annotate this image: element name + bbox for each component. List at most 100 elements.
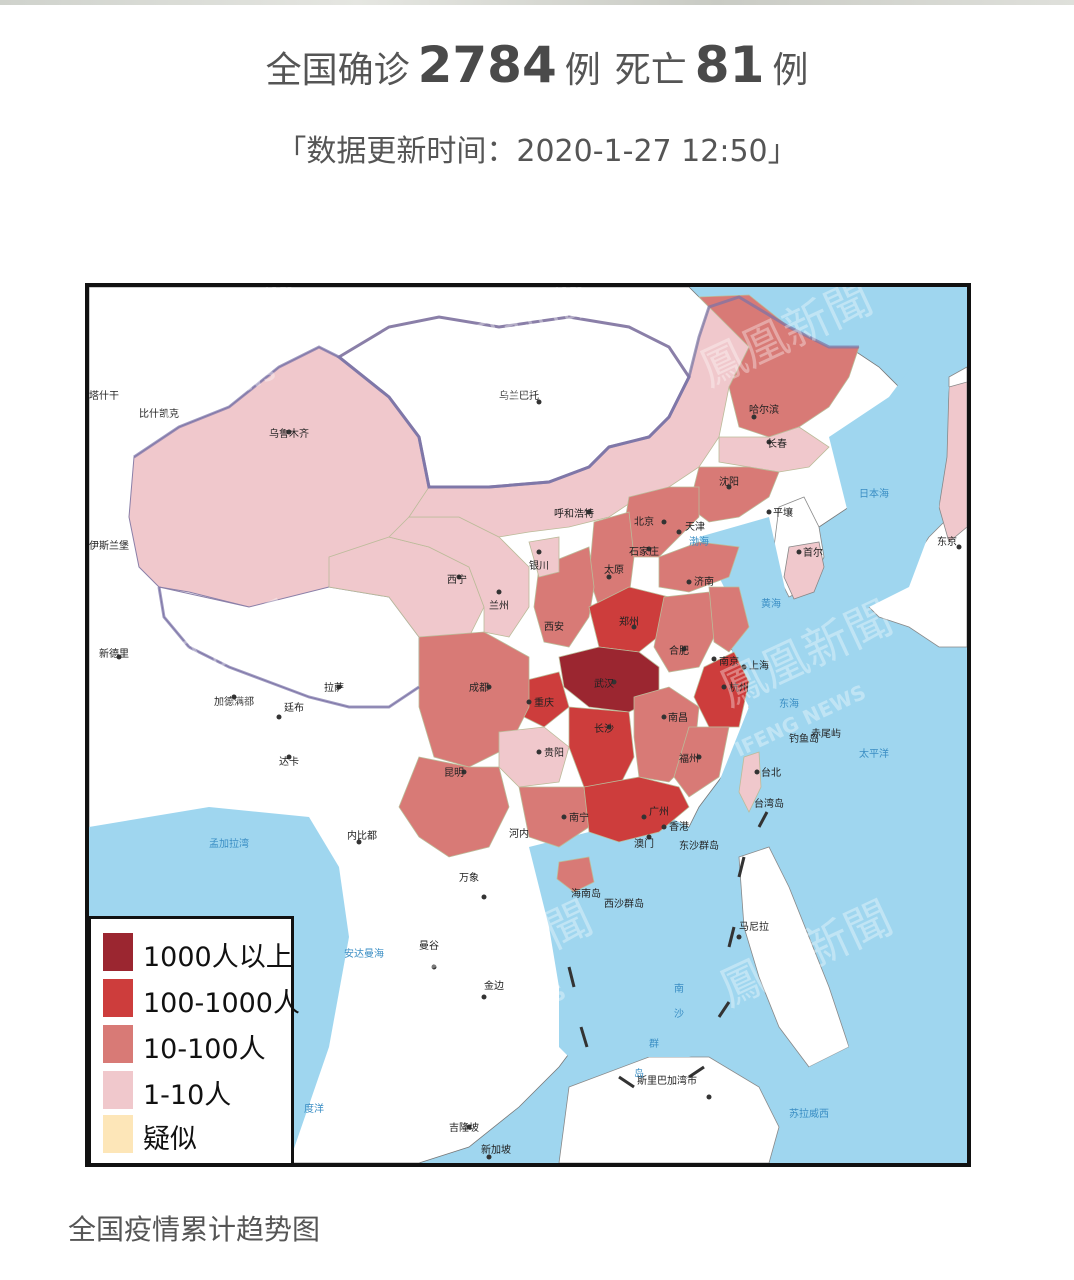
sea-label-east: 东海 (779, 697, 799, 710)
label-guiyang: 贵阳 (544, 746, 564, 759)
label-fuzhou: 福州 (679, 752, 699, 765)
label-islamabad: 伊斯兰堡 (89, 539, 129, 552)
label-tashkent: 塔什干 (89, 389, 119, 402)
label-jinan: 济南 (694, 575, 714, 588)
sea-label-yellow: 黄海 (761, 597, 781, 610)
label-macau: 澳门 (634, 837, 654, 850)
label-dongsha: 东沙群岛 (679, 839, 719, 852)
legend-swatch (103, 1025, 133, 1063)
label-diaoyu: 钓鱼岛 (789, 732, 819, 745)
province-jilin (718, 426, 830, 473)
headline: 全国确诊 2784 例死亡 81 例 (0, 36, 1074, 94)
sea-label-bohai: 渤海 (689, 535, 709, 548)
legend-label: 10-100人 (143, 1034, 266, 1065)
label-xining: 西宁 (447, 573, 467, 586)
province-anhui (653, 591, 720, 673)
label-hongkong: 香港 (669, 821, 689, 833)
legend-label: 1000人以上 (143, 942, 293, 973)
label-kuala-lumpur: 吉隆坡 (449, 1121, 479, 1134)
label-nanning: 南宁 (569, 811, 589, 824)
label-taiwan-island: 台湾岛 (754, 797, 784, 810)
label-phnom-penh: 金边 (484, 979, 504, 992)
label-thimphu: 廷布 (284, 702, 304, 714)
sea-label-south-4: 岛 (634, 1067, 644, 1080)
land-south-korea (783, 541, 825, 600)
legend-item: 10-100人 (99, 1025, 289, 1065)
label-dhaka: 达卡 (279, 755, 299, 768)
label-hainan-island: 海南岛 (571, 887, 601, 900)
label-guangzhou: 广州 (649, 806, 669, 818)
legend-item: 疑似 (99, 1115, 289, 1155)
sea-label-pacific: 太平洋 (859, 747, 889, 760)
label-hohhot: 呼和浩特 (554, 508, 594, 520)
label-tokyo: 东京 (937, 535, 957, 548)
label-changchun: 长春 (767, 438, 787, 450)
sea-label-india-ocean: 度洋 (304, 1102, 324, 1115)
province-guangxi (518, 786, 590, 848)
confirmed-count: 2784 (417, 36, 557, 94)
deaths-prefix: 死亡 (614, 50, 687, 91)
label-lhasa: 拉萨 (324, 681, 344, 694)
sea-label-south-3: 群 (649, 1037, 659, 1050)
legend-swatch (103, 933, 133, 971)
city-markers (116, 399, 962, 1160)
label-new-delhi: 新德里 (99, 647, 129, 660)
legend-label: 100-1000人 (143, 988, 300, 1019)
label-singapore: 新加坡 (481, 1143, 511, 1156)
tibet-border (157, 586, 420, 709)
label-lanzhou: 兰州 (489, 599, 509, 612)
label-bishkek: 比什凯克 (139, 407, 179, 420)
label-nanchang: 南昌 (668, 711, 688, 724)
sea-label-bengal: 孟加拉湾 (209, 837, 249, 850)
label-shijiazhuang: 石家庄 (629, 545, 659, 558)
province-jiangsu (708, 586, 750, 653)
label-manila: 马尼拉 (739, 920, 769, 933)
province-taiwan (738, 751, 762, 813)
label-tianjin: 天津 (685, 521, 705, 533)
label-taipei: 台北 (761, 766, 781, 779)
province-zhejiang (693, 651, 750, 728)
update-time: 「数据更新时间：2020-1-27 12:50」 (276, 134, 798, 169)
map-legend: 1000人以上 100-1000人 10-100人 1-10人 疑似 (88, 916, 300, 1166)
sea-pacific-2 (789, 647, 967, 1163)
legend-item: 1000人以上 (99, 933, 293, 973)
label-bandar: 斯里巴加湾市 (637, 1074, 697, 1087)
label-chengdu: 成都 (469, 682, 489, 694)
label-kunming: 昆明 (444, 767, 464, 779)
province-fujian (673, 726, 730, 798)
label-wuhan: 武汉 (594, 677, 614, 690)
death-count: 81 (694, 36, 765, 94)
label-pyongyang: 平壤 (773, 506, 793, 519)
label-taiyuan: 太原 (604, 563, 624, 576)
label-bangkok: 曼谷 (419, 940, 439, 952)
legend-label: 1-10人 (143, 1080, 232, 1111)
label-harbin: 哈尔滨 (749, 403, 779, 416)
province-ningxia (528, 536, 560, 578)
label-shanghai: 上海 (749, 659, 769, 672)
top-decorative-strip (0, 0, 1074, 5)
sea-east (699, 517, 789, 807)
sea-label-sulu: 苏拉威西 (789, 1107, 829, 1120)
label-seoul: 首尔 (803, 546, 823, 559)
label-chiwei: 赤尾屿 (811, 728, 841, 740)
label-vientiane: 万象 (459, 872, 479, 884)
nine-dash-line (567, 811, 769, 1089)
label-hefei: 合肥 (669, 644, 689, 657)
sea-label-south-2: 沙 (674, 1008, 684, 1020)
legend-swatch (103, 979, 133, 1017)
legend-swatch (103, 1115, 133, 1153)
china-border (133, 295, 859, 489)
land-japan-pink (938, 381, 967, 543)
death-unit: 例 (772, 50, 809, 91)
confirmed-prefix: 全国确诊 (265, 50, 410, 91)
province-hainan (556, 856, 595, 893)
label-kathmandu: 加德满都 (214, 695, 254, 708)
label-chongqing: 重庆 (534, 696, 554, 709)
label-hanoi: 河内 (509, 827, 529, 840)
confirmed-unit: 例 (564, 50, 601, 91)
sea-label-andaman: 安达曼海 (344, 947, 384, 960)
sea-label-japan: 日本海 (859, 487, 889, 500)
legend-item: 1-10人 (99, 1071, 289, 1111)
label-shenyang: 沈阳 (719, 475, 739, 488)
province-shandong (658, 541, 740, 593)
